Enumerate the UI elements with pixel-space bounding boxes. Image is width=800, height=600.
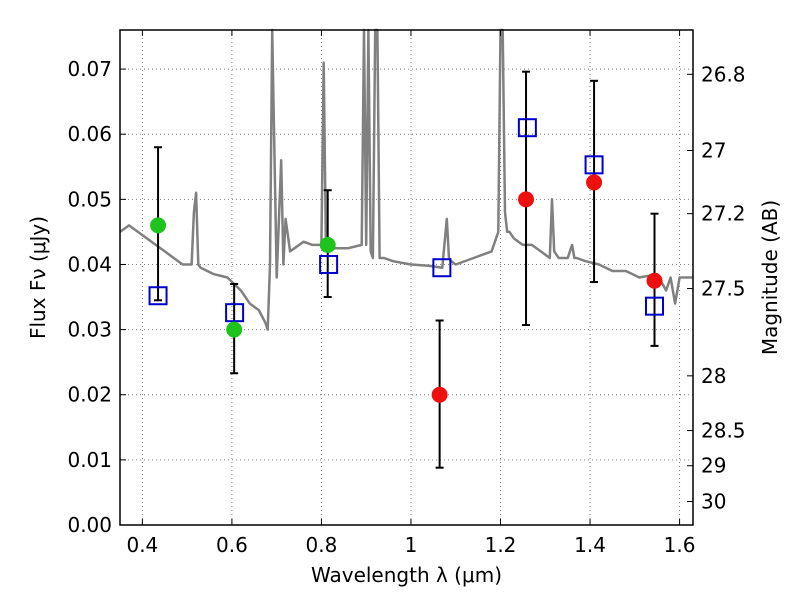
y-tick-label: 0.03 bbox=[67, 318, 112, 342]
magnitude-tick-label: 30 bbox=[701, 490, 726, 514]
y-tick-label: 0.06 bbox=[67, 122, 112, 146]
magnitude-axis-ticks: 26.8 27 27.2 27.5 28 28.5 29 30 bbox=[687, 62, 746, 514]
green-data-point bbox=[150, 217, 167, 234]
x-tick-label: 0.8 bbox=[306, 533, 338, 557]
magnitude-tick-label: 27 bbox=[701, 138, 726, 162]
plot-frame bbox=[119, 29, 694, 526]
magnitude-tick-label: 29 bbox=[701, 454, 726, 478]
y-axis-label: Flux Fν (μJy) bbox=[26, 216, 50, 339]
model-square-marker bbox=[148, 286, 168, 306]
x-tick-label: 0.4 bbox=[126, 533, 158, 557]
magnitude-tick-label: 27.5 bbox=[701, 277, 746, 301]
x-tick-label: 1 bbox=[405, 533, 418, 557]
observed-points bbox=[150, 174, 663, 403]
model-square-marker bbox=[319, 254, 339, 274]
magnitude-axis-label: Magnitude (AB) bbox=[758, 200, 782, 355]
model-square-marker bbox=[432, 258, 452, 278]
y-tick-label: 0.00 bbox=[67, 513, 112, 537]
y-axis-ticks: 0.00 0.01 0.02 0.03 0.04 0.05 0.06 0.07 bbox=[67, 57, 126, 537]
y-tick-label: 0.04 bbox=[67, 252, 112, 276]
red-data-point bbox=[586, 174, 603, 191]
x-tick-label: 1.2 bbox=[485, 533, 517, 557]
green-data-point bbox=[319, 236, 336, 253]
grid-lines bbox=[120, 30, 693, 526]
y-tick-label: 0.07 bbox=[67, 57, 112, 81]
y-tick-label: 0.02 bbox=[67, 383, 112, 407]
red-data-point bbox=[431, 386, 448, 403]
x-tick-label: 0.6 bbox=[216, 533, 248, 557]
x-axis-ticks: 0.4 0.6 0.8 1 1.2 1.4 1.6 bbox=[126, 30, 695, 557]
magnitude-tick-label: 28 bbox=[701, 364, 726, 388]
x-tick-label: 1.4 bbox=[574, 533, 606, 557]
model-square-marker bbox=[225, 303, 245, 323]
model-square-marker bbox=[645, 296, 665, 316]
red-data-point bbox=[646, 272, 663, 289]
model-square-marker bbox=[584, 155, 604, 175]
red-data-point bbox=[518, 191, 535, 208]
magnitude-tick-label: 26.8 bbox=[701, 62, 746, 86]
y-tick-label: 0.05 bbox=[67, 187, 112, 211]
magnitude-tick-label: 27.2 bbox=[701, 202, 746, 226]
x-tick-label: 1.6 bbox=[664, 533, 696, 557]
x-axis-label: Wavelength λ (μm) bbox=[311, 563, 502, 587]
model-square-marker bbox=[517, 118, 537, 138]
model-photometry-squares bbox=[148, 118, 665, 323]
y-tick-label: 0.01 bbox=[67, 448, 112, 472]
magnitude-tick-label: 28.5 bbox=[701, 419, 746, 443]
green-data-point bbox=[226, 321, 243, 338]
